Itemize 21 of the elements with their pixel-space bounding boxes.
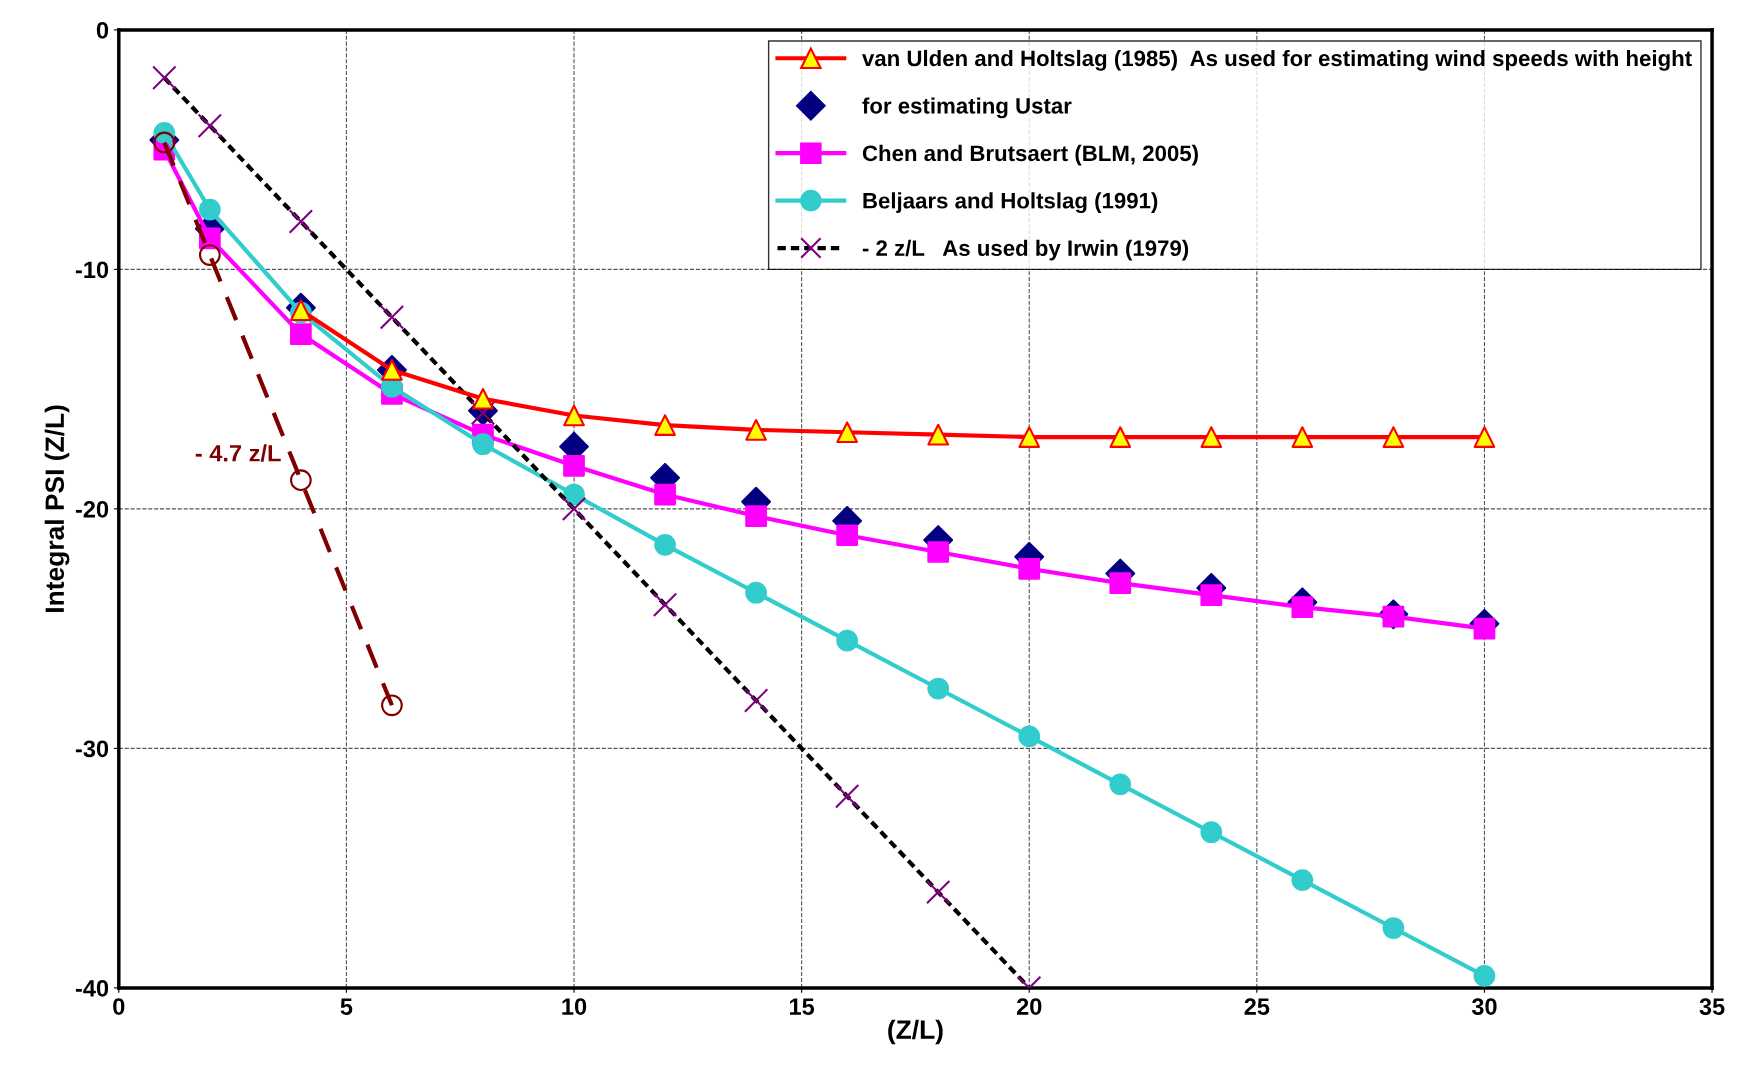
legend-label: Beljaars and Holtslag (1991) bbox=[863, 192, 1158, 214]
x-tick-label: 5 bbox=[340, 998, 353, 1015]
x-tick-label: 35 bbox=[1699, 998, 1725, 1015]
y-axis-title: Integral PSI (Z/L) bbox=[44, 405, 70, 612]
x-tick-label: 0 bbox=[113, 998, 125, 1015]
y-tick-label: -10 bbox=[75, 261, 109, 279]
legend-label: Chen and Brutsaert (BLM, 2005) bbox=[862, 144, 1198, 166]
series-label: - 4.7 z/L bbox=[195, 444, 281, 462]
y-tick-label: -30 bbox=[75, 740, 109, 758]
y-tick-label: -20 bbox=[75, 500, 109, 518]
x-tick-label: 10 bbox=[562, 998, 587, 1015]
legend-label: van Ulden and Holtslag (1985) As used for estimating wind speeds with height bbox=[862, 49, 1692, 71]
y-tick-label: 0 bbox=[96, 21, 109, 39]
legend-label: - 2 z/L As used by Irwin (1979) bbox=[862, 239, 1189, 261]
x-tick-label: 25 bbox=[1244, 998, 1270, 1015]
legend-label: for estimating Ustar bbox=[862, 97, 1072, 119]
x-tick-label: 15 bbox=[789, 998, 815, 1015]
x-tick-label: 30 bbox=[1471, 998, 1497, 1015]
y-tick-label: -40 bbox=[75, 979, 109, 997]
x-tick-label: 20 bbox=[1016, 998, 1042, 1015]
x-axis-title: (Z/L) bbox=[888, 1019, 943, 1045]
